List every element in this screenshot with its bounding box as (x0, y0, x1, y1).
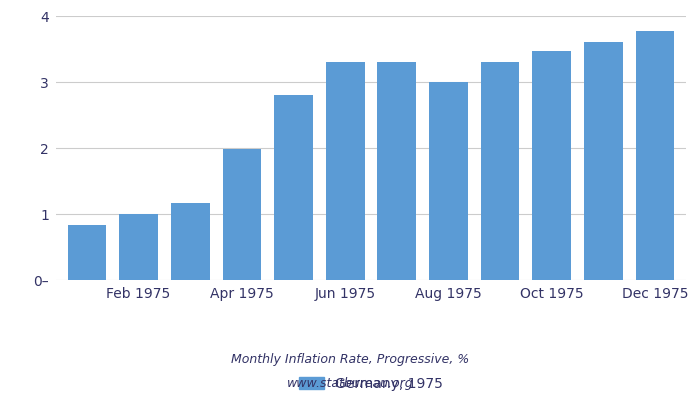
Bar (533, 51, 571, 280)
Text: www.statbureau.org: www.statbureau.org (287, 378, 413, 390)
Bar (119, 214, 158, 280)
Bar (429, 82, 468, 280)
Bar (68, 225, 106, 280)
Text: Monthly Inflation Rate, Progressive, %: Monthly Inflation Rate, Progressive, % (231, 354, 469, 366)
Bar (326, 62, 365, 280)
Bar (636, 30, 674, 280)
Bar (223, 149, 261, 280)
Bar (481, 62, 519, 280)
Bar (584, 42, 623, 280)
Bar (274, 95, 313, 280)
Bar (377, 62, 416, 280)
Legend: Germany, 1975: Germany, 1975 (293, 372, 449, 396)
Bar (171, 203, 209, 280)
